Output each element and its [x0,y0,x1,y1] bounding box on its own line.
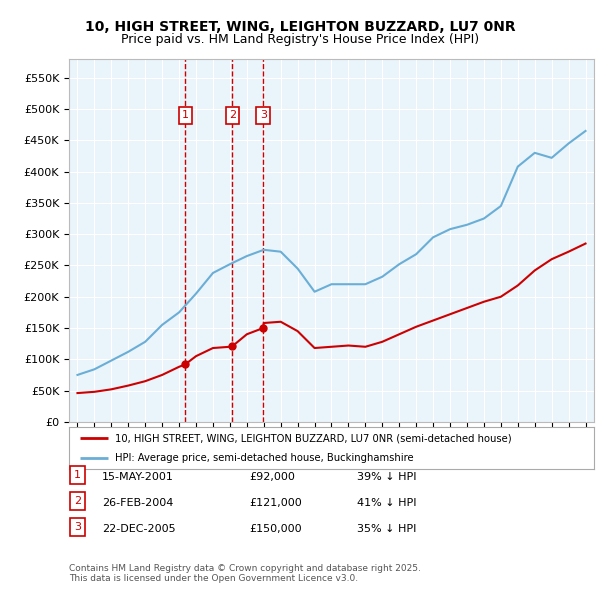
Text: 3: 3 [74,522,81,532]
Text: 35% ↓ HPI: 35% ↓ HPI [357,524,416,533]
Text: 41% ↓ HPI: 41% ↓ HPI [357,498,416,507]
FancyBboxPatch shape [70,466,85,484]
Text: 1: 1 [182,110,189,120]
Text: 2: 2 [229,110,236,120]
Text: Contains HM Land Registry data © Crown copyright and database right 2025.
This d: Contains HM Land Registry data © Crown c… [69,563,421,583]
Text: 10, HIGH STREET, WING, LEIGHTON BUZZARD, LU7 0NR: 10, HIGH STREET, WING, LEIGHTON BUZZARD,… [85,19,515,34]
FancyBboxPatch shape [70,518,85,536]
Text: Price paid vs. HM Land Registry's House Price Index (HPI): Price paid vs. HM Land Registry's House … [121,33,479,46]
Text: HPI: Average price, semi-detached house, Buckinghamshire: HPI: Average price, semi-detached house,… [115,454,414,463]
Text: 10, HIGH STREET, WING, LEIGHTON BUZZARD, LU7 0NR (semi-detached house): 10, HIGH STREET, WING, LEIGHTON BUZZARD,… [115,434,512,444]
Text: 26-FEB-2004: 26-FEB-2004 [102,498,173,507]
Text: £92,000: £92,000 [249,472,295,481]
Text: £150,000: £150,000 [249,524,302,533]
Text: £121,000: £121,000 [249,498,302,507]
Text: 3: 3 [260,110,267,120]
Text: 2: 2 [74,496,81,506]
FancyBboxPatch shape [70,492,85,510]
Text: 39% ↓ HPI: 39% ↓ HPI [357,472,416,481]
Text: 1: 1 [74,470,81,480]
Text: 22-DEC-2005: 22-DEC-2005 [102,524,176,533]
Text: 15-MAY-2001: 15-MAY-2001 [102,472,174,481]
